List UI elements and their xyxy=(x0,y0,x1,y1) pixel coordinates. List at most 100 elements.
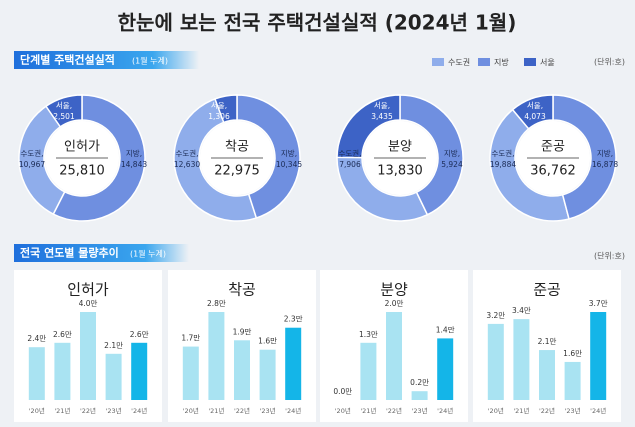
donut-label-value: 16,878 xyxy=(592,160,618,169)
donut-label-name: 서울, xyxy=(56,101,72,110)
donut-segment xyxy=(336,94,401,159)
donut-label-value: 19,884 xyxy=(490,160,516,169)
bar-chart-title: 준공 xyxy=(533,281,561,299)
x-tick-label: '23년 xyxy=(412,406,428,415)
bar xyxy=(411,391,428,400)
bar xyxy=(182,346,199,400)
donut-label-name: 서울, xyxy=(211,101,227,110)
donut-title: 분양 xyxy=(388,140,412,155)
x-tick-label: '22년 xyxy=(234,406,250,415)
bar-value-label: 3.2만 xyxy=(486,311,505,320)
bar-value-label: 2.4만 xyxy=(27,334,46,343)
bar xyxy=(131,342,148,400)
x-tick-label: '24년 xyxy=(437,406,453,415)
bar-chart-title: 착공 xyxy=(228,281,256,299)
unit-label: (단위:호) xyxy=(594,57,625,67)
page-title: 한눈에 보는 전국 주택건설실적 (2024년 1월) xyxy=(118,11,517,35)
section-heading: 전국 연도별 물량추이 xyxy=(20,246,119,260)
x-tick-label: '22년 xyxy=(539,406,555,415)
x-tick-label: '20년 xyxy=(183,406,199,415)
x-tick-label: '21년 xyxy=(360,406,376,415)
x-tick-label: '20년 xyxy=(335,406,351,415)
donut-label-name: 서울, xyxy=(374,101,390,110)
bar xyxy=(285,327,302,400)
donut-label-value: 1,306 xyxy=(208,112,230,121)
unit-label: (단위:호) xyxy=(594,251,625,261)
bar-value-label: 2.1만 xyxy=(538,337,557,346)
legend-swatch xyxy=(524,58,536,66)
bar xyxy=(590,312,607,400)
x-tick-label: '24년 xyxy=(131,406,147,415)
x-tick-label: '23년 xyxy=(106,406,122,415)
x-tick-label: '21년 xyxy=(208,406,224,415)
bar-value-label: 2.8만 xyxy=(207,299,226,308)
donut-segment xyxy=(214,94,238,124)
donut-title: 착공 xyxy=(225,140,249,155)
legend-label: 지방 xyxy=(494,57,509,67)
donut-label-name: 지방, xyxy=(126,148,142,158)
bar-chart-title: 분양 xyxy=(380,281,408,299)
donut-label-value: 5,924 xyxy=(441,160,463,169)
section-note: (1월 누계) xyxy=(132,56,168,66)
bar-value-label: 2.6만 xyxy=(130,330,149,339)
bar-chart-title: 인허가 xyxy=(67,281,109,299)
donut-segment xyxy=(52,94,146,222)
x-tick-label: '22년 xyxy=(386,406,402,415)
donut-label-name: 지방, xyxy=(597,148,613,158)
donut-total: 22,975 xyxy=(214,164,260,179)
bar xyxy=(105,353,122,400)
section-header-bg xyxy=(14,51,199,69)
bar-value-label: 2.3만 xyxy=(284,315,303,324)
bar xyxy=(564,361,581,400)
bar-value-label: 2.1만 xyxy=(104,341,123,350)
bar-value-label: 3.4만 xyxy=(512,306,531,315)
donut-title: 준공 xyxy=(541,140,565,155)
x-tick-label: '23년 xyxy=(565,406,581,415)
bar xyxy=(28,347,45,400)
bar-value-label: 0.2만 xyxy=(410,378,429,387)
donut-label-name: 지방, xyxy=(444,148,460,158)
donut-label-value: 3,435 xyxy=(371,112,393,121)
bar-value-label: 1.6만 xyxy=(563,349,582,358)
donut-label-name: 수도권, xyxy=(20,149,43,158)
bar-value-label: 1.9만 xyxy=(233,327,252,336)
bar xyxy=(80,312,96,400)
x-tick-label: '22년 xyxy=(80,406,96,415)
donut-segment xyxy=(511,94,554,130)
legend-label: 서울 xyxy=(540,58,555,67)
donut-total: 13,830 xyxy=(377,164,423,179)
bar xyxy=(208,312,225,400)
bar-value-label: 0.0만 xyxy=(333,387,352,396)
legend-swatch xyxy=(478,58,490,66)
donut-label-value: 2,501 xyxy=(53,112,75,121)
x-tick-label: '21년 xyxy=(513,406,529,415)
bar-value-label: 1.6만 xyxy=(258,337,277,346)
donut-label-value: 10,967 xyxy=(19,160,45,169)
bar xyxy=(437,338,454,400)
bar xyxy=(259,349,276,400)
legend-swatch xyxy=(432,58,444,66)
donut-segment xyxy=(236,94,301,219)
donut-label-name: 수도권, xyxy=(175,149,198,158)
x-tick-label: '24년 xyxy=(590,406,606,415)
bar xyxy=(513,319,530,400)
donut-label-name: 지방, xyxy=(281,148,297,158)
x-tick-label: '20년 xyxy=(488,406,504,415)
x-tick-label: '21년 xyxy=(54,406,70,415)
donut-segment xyxy=(399,94,464,216)
section-header-bg xyxy=(14,244,189,262)
donut-label-value: 4,073 xyxy=(524,112,546,121)
donut-title: 인허가 xyxy=(64,140,100,155)
bar-value-label: 4.0만 xyxy=(79,299,98,308)
bar-value-label: 1.3만 xyxy=(359,330,378,339)
bar xyxy=(386,312,402,400)
legend-label: 수도권 xyxy=(448,57,470,67)
donut-label-value: 7,906 xyxy=(339,160,361,169)
x-tick-label: '24년 xyxy=(285,406,301,415)
donut-label-name: 수도권, xyxy=(338,149,361,158)
donut-total: 36,762 xyxy=(530,164,576,179)
bar xyxy=(487,323,504,400)
x-tick-label: '20년 xyxy=(29,406,45,415)
donut-segment xyxy=(552,94,617,220)
